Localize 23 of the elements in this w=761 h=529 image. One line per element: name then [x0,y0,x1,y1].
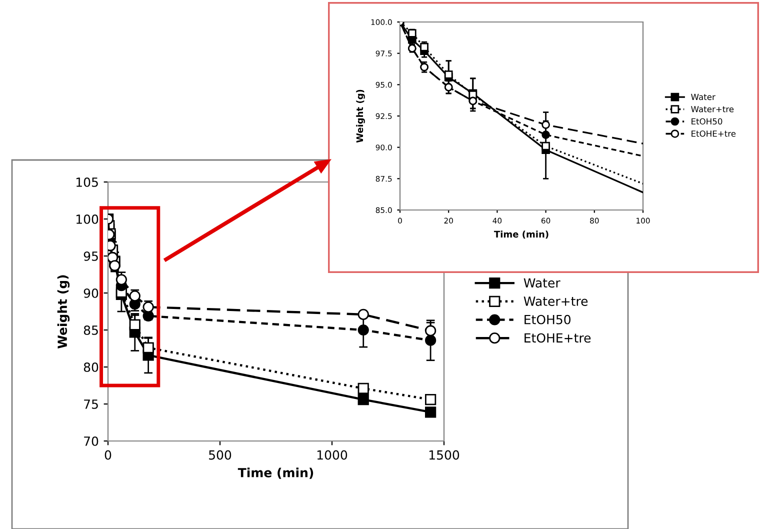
y-tick-label: 105 [76,177,98,187]
y-tick-label: 70 [84,436,98,446]
y-tick-label: 85 [84,325,98,335]
y-axis-title: Weight (g) [356,90,365,143]
y-tick-label: 90 [84,288,98,298]
legend-label: EtOH50 [524,314,570,324]
y-tick-label: 80 [84,362,98,372]
y-tick-label: 95 [84,251,98,261]
x-tick-label: 500 [209,450,232,460]
x-axis-title: Time (min) [494,230,548,239]
legend-label: EtOHE+tre [692,130,736,137]
legend-label: Water+tre [524,296,588,306]
legend-label: EtOH50 [692,118,722,125]
legend-label: Water [524,278,560,288]
x-tick-label: 0 [104,450,112,460]
legend-label: Water+tre [691,106,734,112]
x-tick-label: 1000 [317,450,348,460]
x-tick-label: 1500 [429,450,460,460]
y-axis-title: Weight (g) [57,275,70,348]
legend-label: EtOHE+tre [524,333,591,343]
x-axis-title: Time (min) [238,468,314,479]
y-tick-label: 75 [84,400,98,409]
legend-label: Water [691,94,716,100]
